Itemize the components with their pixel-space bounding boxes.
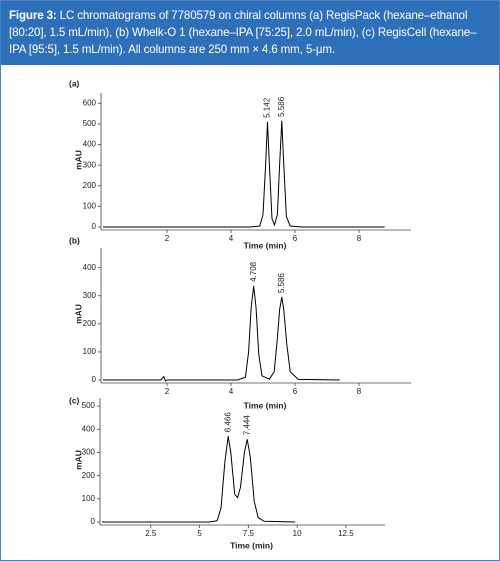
caption-text: LC chromatograms of 7780579 on chiral co… — [9, 9, 477, 56]
x-tick-label: 2 — [165, 387, 170, 396]
peak-label: 5.142 — [263, 97, 272, 118]
trace — [103, 285, 340, 382]
y-tick-label: 100 — [82, 494, 96, 503]
panel-label: (c) — [69, 395, 80, 405]
x-tick-label: 10 — [293, 529, 302, 538]
y-tick-label: 0 — [91, 517, 96, 526]
y-tick-label: 200 — [83, 319, 97, 328]
y-tick-label: 200 — [82, 471, 96, 480]
y-tick-label: 400 — [83, 140, 97, 149]
x-tick-label: 5 — [197, 529, 202, 538]
panel-label: (b) — [69, 235, 80, 245]
y-tick-label: 300 — [83, 160, 97, 169]
x-tick-label: 8 — [357, 234, 362, 243]
peak-label: 7.444 — [242, 415, 251, 436]
peak-label: 4.708 — [249, 261, 258, 282]
caption-label: Figure 3: — [9, 9, 57, 22]
peak-label: 5.586 — [277, 96, 286, 117]
panel-label: (a) — [69, 78, 80, 88]
x-tick-label: 7.5 — [243, 529, 255, 538]
y-tick-label: 0 — [92, 222, 97, 231]
y-tick-label: 400 — [82, 424, 96, 433]
y-tick-label: 100 — [83, 347, 97, 356]
x-tick-label: 12.5 — [338, 529, 354, 538]
y-tick-label: 400 — [83, 263, 97, 272]
y-tick-label: 200 — [83, 181, 97, 190]
x-tick-label: 4 — [229, 387, 234, 396]
x-tick-label: 8 — [357, 387, 362, 396]
x-axis-label: Time (min) — [244, 240, 287, 250]
y-tick-label: 100 — [83, 201, 97, 210]
y-tick-label: 300 — [82, 448, 96, 457]
y-axis-label: mAU — [73, 150, 83, 170]
y-tick-label: 500 — [82, 401, 96, 410]
x-axis-label: Time (min) — [230, 540, 273, 550]
y-tick-label: 500 — [83, 119, 97, 128]
trace — [103, 120, 385, 228]
caption: Figure 3: LC chromatograms of 7780579 on … — [1, 1, 499, 65]
x-tick-label: 6 — [293, 387, 298, 396]
y-tick-label: 300 — [83, 291, 97, 300]
x-tick-label: 2 — [165, 234, 170, 243]
y-axis-label: mAU — [73, 304, 83, 324]
trace — [102, 436, 296, 523]
x-axis-label: Time (min) — [244, 400, 287, 410]
y-axis-label: mAU — [73, 450, 83, 470]
y-tick-label: 600 — [83, 98, 97, 107]
x-tick-label: 6 — [293, 234, 298, 243]
peak-label: 5.586 — [277, 273, 286, 294]
x-tick-label: 2.5 — [145, 529, 157, 538]
peak-label: 6.466 — [223, 412, 232, 433]
x-tick-label: 4 — [229, 234, 234, 243]
y-tick-label: 0 — [92, 375, 97, 384]
